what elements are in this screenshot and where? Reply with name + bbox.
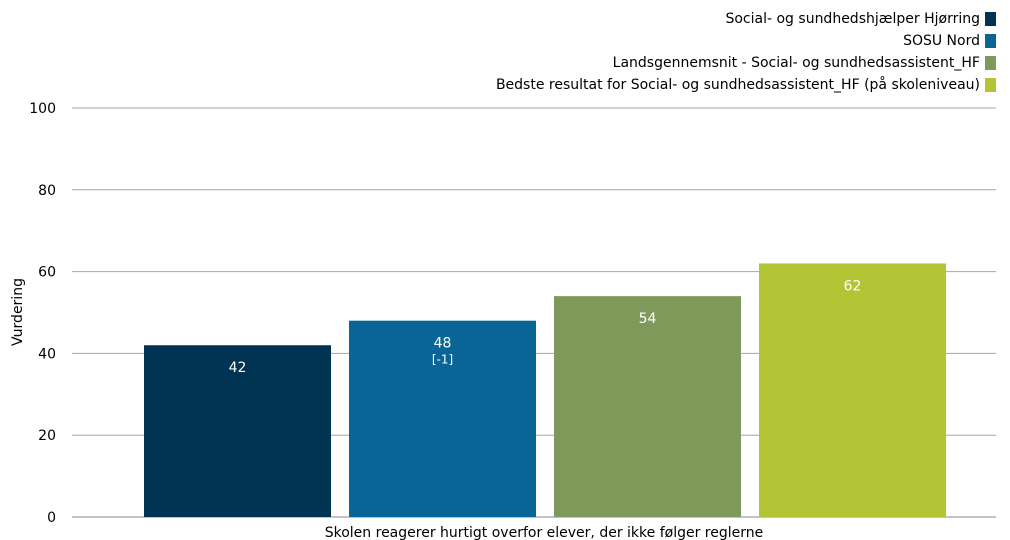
bar: [554, 296, 741, 517]
y-tick-label: 100: [29, 101, 56, 117]
legend-swatch: [985, 78, 996, 92]
y-axis-label: Vurdering: [10, 278, 26, 346]
bar-value-label: 54: [639, 311, 657, 327]
x-axis-label: Skolen reagerer hurtigt overfor elever, …: [325, 525, 764, 540]
legend-swatch: [985, 34, 996, 48]
bars: 42 48[-1] 54 62: [144, 263, 946, 517]
legend-item: Bedste resultat for Social- og sundhedsa…: [496, 74, 996, 96]
legend-label: Landsgennemsnit - Social- og sundhedsass…: [612, 55, 980, 71]
legend-label: Bedste resultat for Social- og sundhedsa…: [495, 77, 980, 93]
bar: [349, 320, 536, 517]
y-axis-ticks: 0 20 40 60 80 100: [29, 101, 56, 526]
y-tick-label: 40: [38, 346, 56, 362]
y-tick-label: 60: [38, 265, 56, 281]
y-tick-label: 20: [38, 428, 56, 444]
bar-value-label: 62: [844, 278, 862, 294]
bar: [144, 345, 331, 517]
bar-note-label: [-1]: [432, 353, 453, 367]
legend-label: SOSU Nord: [903, 33, 980, 49]
y-tick-label: 80: [38, 183, 56, 199]
legend-item: Landsgennemsnit - Social- og sundhedsass…: [496, 52, 996, 74]
legend-item: Social- og sundhedshjælper Hjørring: [496, 8, 996, 30]
legend: Social- og sundhedshjælper Hjørring SOSU …: [496, 8, 996, 96]
y-tick-label: 0: [47, 510, 56, 526]
legend-swatch: [985, 56, 996, 70]
bar-value-label: 48: [434, 336, 452, 352]
legend-item: SOSU Nord: [496, 30, 996, 52]
legend-label: Social- og sundhedshjælper Hjørring: [725, 11, 980, 27]
bar-value-label: 42: [229, 360, 247, 376]
bar: [759, 263, 946, 517]
legend-swatch: [985, 12, 996, 26]
